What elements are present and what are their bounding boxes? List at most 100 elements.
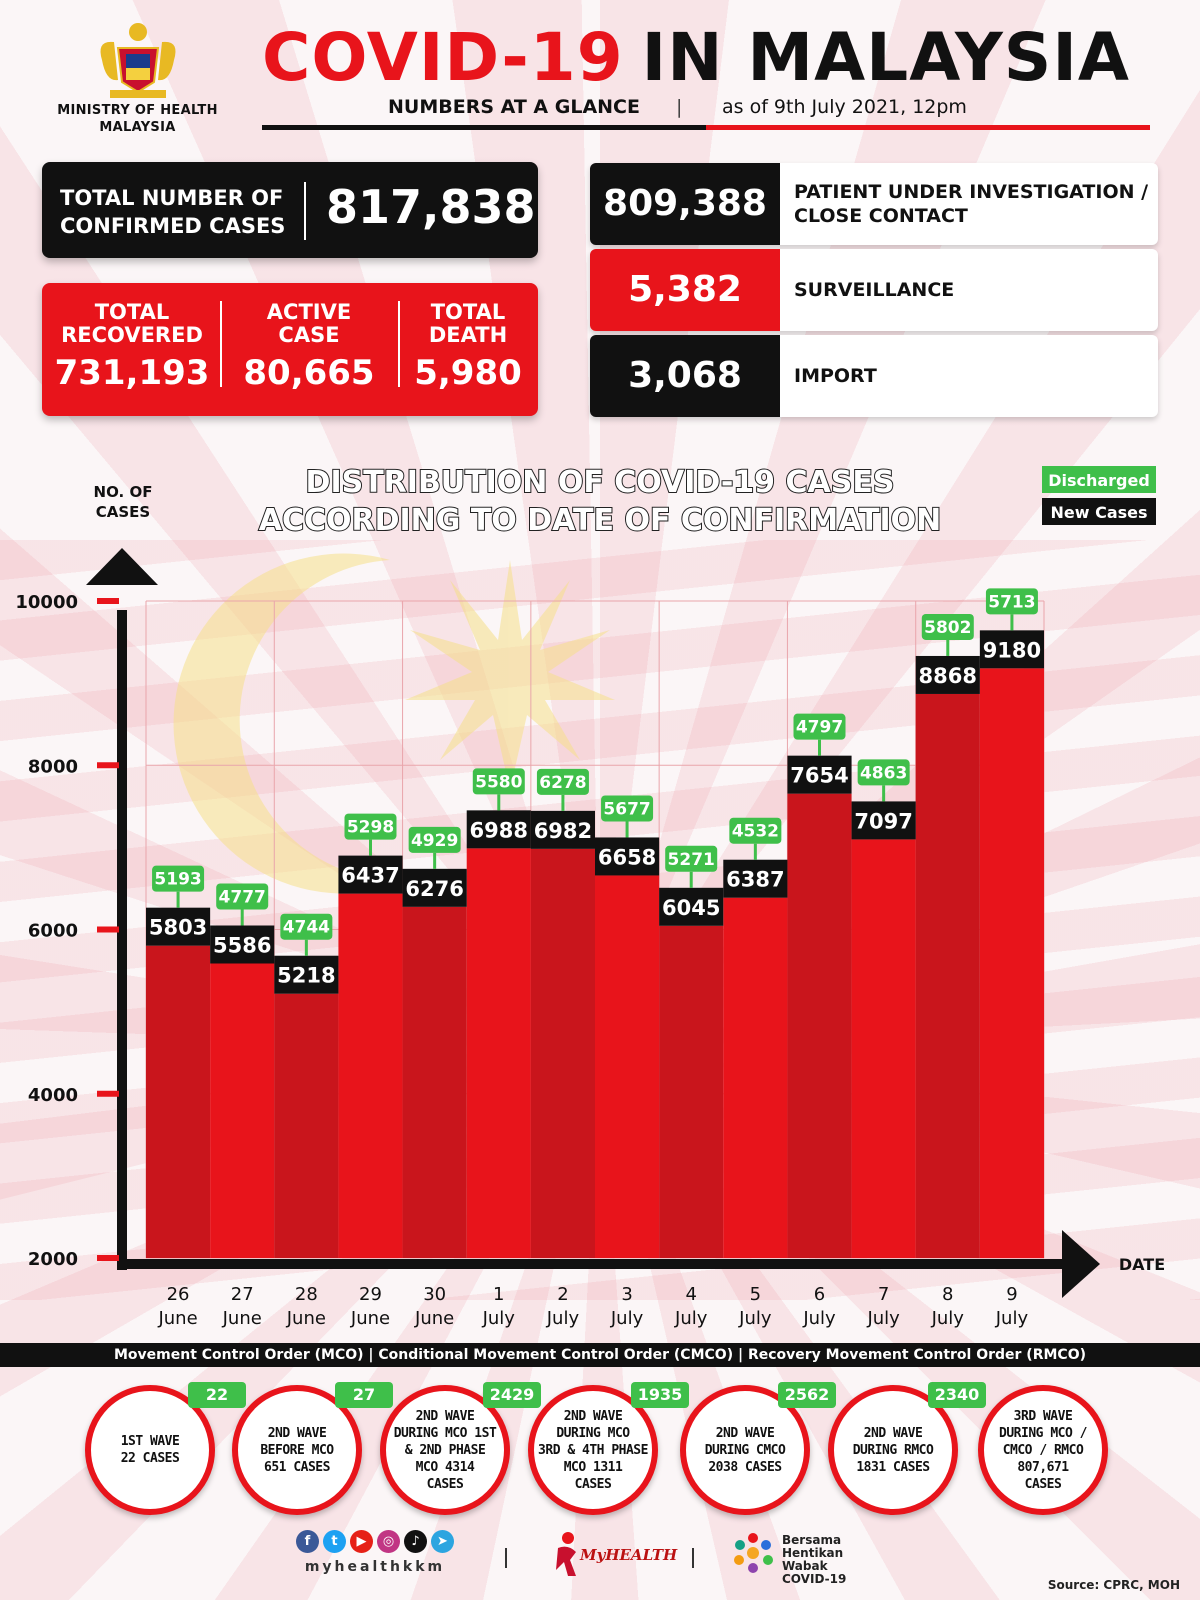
wave-text-line: 3RD WAVE <box>1013 1408 1073 1424</box>
youtube-icon[interactable]: ▶ <box>350 1530 373 1553</box>
discharged-label-box <box>408 826 461 853</box>
mco-legend-bar: Movement Control Order (MCO) | Condition… <box>0 1343 1200 1367</box>
bar-new-cases <box>659 925 724 1258</box>
x-tick-label-month: July <box>482 1308 516 1329</box>
telegram-icon[interactable]: ➤ <box>431 1530 454 1553</box>
x-tick-label-day: 7 <box>878 1284 889 1305</box>
y-tick-label: 10000 <box>15 592 78 613</box>
new-cases-label-box <box>915 655 980 694</box>
facebook-icon[interactable]: f <box>296 1530 319 1553</box>
new-cases-label-box <box>338 855 403 894</box>
breakdown-label: SURVEILLANCE <box>794 279 955 301</box>
bersama-logo: Bersama Hentikan Wabak COVID-19 <box>730 1530 880 1590</box>
bar-new-cases <box>210 963 275 1258</box>
wave-text-line: MCO 1311 <box>563 1459 623 1475</box>
bersama-line: Wabak <box>782 1559 828 1573</box>
wave-text-line: 2ND WAVE <box>863 1425 923 1441</box>
bar-new-cases <box>915 693 980 1258</box>
discharged-value: 4744 <box>283 918 330 938</box>
y-axis-label-line1: NO. OF <box>94 483 153 501</box>
tiktok-icon[interactable]: ♪ <box>404 1530 427 1553</box>
twitter-icon[interactable]: t <box>323 1530 346 1553</box>
death-label-line1: TOTAL <box>430 300 506 324</box>
wave-badge: 2429 <box>483 1382 541 1408</box>
y-tick-mark <box>97 762 119 769</box>
new-cases-label-box <box>979 630 1044 669</box>
bar-new-cases <box>595 875 660 1258</box>
bar-new-cases <box>530 848 595 1258</box>
myhealth-text: MyHEALTH <box>580 1546 678 1564</box>
new-cases-value: 6437 <box>341 864 399 888</box>
subtitle: NUMBERS AT A GLANCE <box>388 96 640 118</box>
wave-text-line: CMCO / RMCO <box>1002 1442 1084 1458</box>
x-tick-label-day: 26 <box>167 1284 190 1305</box>
new-cases-value: 7097 <box>854 809 912 833</box>
discharged-value: 5298 <box>347 818 394 838</box>
discharged-label-box <box>665 845 718 872</box>
wave-text-line: 3RD & 4TH PHASE <box>538 1442 648 1458</box>
wave-text-line: & 2ND PHASE <box>404 1442 486 1458</box>
y-tick-mark <box>97 1090 119 1097</box>
new-cases-label-box <box>466 810 531 849</box>
discharged-value: 6278 <box>539 773 586 793</box>
y-tick-label: 4000 <box>28 1085 78 1106</box>
breakdown-value: 809,388 <box>590 163 780 245</box>
legend-discharged-label: Discharged <box>1048 471 1150 490</box>
bar-new-cases <box>146 945 211 1258</box>
wave-text-line: BEFORE MCO <box>260 1442 334 1458</box>
legend-newcases-label: New Cases <box>1050 503 1147 522</box>
death-label-line2: DEATH <box>428 323 508 347</box>
new-cases-value: 6276 <box>405 877 463 901</box>
discharged-value: 5193 <box>154 870 201 890</box>
bersama-emblem-icon <box>734 1533 773 1573</box>
discharged-label-box <box>601 795 654 822</box>
discharged-value: 4863 <box>860 763 907 783</box>
source-note: Source: CPRC, MOH <box>1047 1578 1180 1592</box>
wave-text-line: DURING CMCO <box>704 1442 786 1458</box>
new-cases-value: 8868 <box>919 664 977 688</box>
instagram-icon[interactable]: ◎ <box>377 1530 400 1553</box>
wave-text-line: 2ND WAVE <box>267 1425 327 1441</box>
x-tick-label-day: 27 <box>231 1284 254 1305</box>
wave-badge: 22 <box>188 1382 246 1408</box>
wave-text: 2ND WAVE DURING RMCO 1831 CASES <box>853 1425 934 1476</box>
confirmed-label-line2: CONFIRMED CASES <box>60 214 286 238</box>
breakdown-row-surveillance: 5,382 SURVEILLANCE <box>590 249 1158 331</box>
myhealth-logo: MyHEALTH <box>552 1530 677 1590</box>
x-tick-label-month: June <box>350 1308 390 1329</box>
footer: f t ▶ ◎ ♪ ➤ myhealthkkm MyHEALTH Bersama <box>0 1530 1200 1600</box>
recovered-value: 731,193 <box>54 353 210 393</box>
y-axis-arrow <box>86 548 158 585</box>
x-tick-label-day: 8 <box>942 1284 953 1305</box>
legend-newcases-swatch <box>1042 498 1156 525</box>
new-cases-value: 6045 <box>662 896 720 920</box>
wave-text: 2ND WAVE DURING MCO 3RD & 4TH PHASE MCO 131… <box>538 1408 648 1493</box>
discharged-label-box <box>152 865 205 892</box>
bar-new-cases <box>851 839 916 1258</box>
breakdown-value: 5,382 <box>590 249 780 331</box>
x-tick-label-month: July <box>738 1308 772 1329</box>
confirmed-cases-box: TOTAL NUMBER OF CONFIRMED CASES 817,838 <box>42 162 538 258</box>
as-of-date: as of 9th July 2021, 12pm <box>722 96 967 118</box>
wave-text-line: DURING MCO / <box>999 1425 1087 1441</box>
x-axis-label: DATE <box>1119 1255 1165 1274</box>
chart-bars <box>146 668 1044 1258</box>
discharged-label-box <box>921 613 974 640</box>
y-tick-label: 8000 <box>28 756 78 777</box>
new-cases-value: 5803 <box>149 916 207 940</box>
new-cases-value: 5218 <box>277 964 335 988</box>
wave-text-line: MCO 4314 <box>415 1459 475 1475</box>
x-tick-label-day: 5 <box>750 1284 761 1305</box>
new-cases-value: 6658 <box>598 845 656 869</box>
new-cases-label-box <box>210 925 275 964</box>
outcome-divider <box>220 301 222 387</box>
recovered-label-line2: RECOVERED <box>61 323 203 347</box>
active-value: 80,665 <box>243 353 375 393</box>
social-handle[interactable]: myhealthkkm <box>304 1559 446 1575</box>
wave-text-line: 22 CASES <box>120 1451 180 1466</box>
wave-text: 2ND WAVE DURING CMCO 2038 CASES <box>705 1425 786 1476</box>
y-axis-label-line2: CASES <box>96 503 150 521</box>
footer-divider <box>692 1548 694 1568</box>
new-cases-value: 5586 <box>213 933 271 957</box>
wave-text: 1ST WAVE 22 CASES <box>121 1433 180 1467</box>
